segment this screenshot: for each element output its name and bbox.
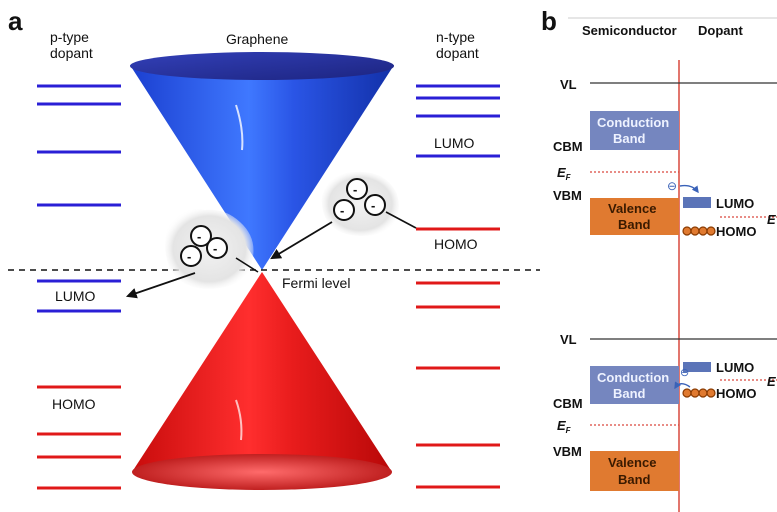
panel-a: a p-type dopant n-type dopant Graphene L… xyxy=(8,6,540,490)
upper-dirac-cone xyxy=(130,52,394,270)
ef-label-sub: F xyxy=(566,426,572,435)
band-diagram-bottom: VL Conduction Band CBM EF VBM Valence Ba… xyxy=(553,332,777,491)
ef-label: EF xyxy=(557,418,572,435)
transfer-arrow xyxy=(674,381,691,390)
p-homo-label: HOMO xyxy=(52,396,96,412)
valence-band-label: Band xyxy=(618,472,651,487)
dopant-homo-label: HOMO xyxy=(716,224,756,239)
dopant-homo-electrons xyxy=(682,226,716,236)
vl-label: VL xyxy=(560,77,577,92)
electron-symbol: ⊖ xyxy=(667,179,677,193)
transfer-arrow xyxy=(679,184,699,194)
electron-symbol: ⊖ xyxy=(680,367,689,379)
arrow-to-lumo xyxy=(125,272,196,299)
conduction-band xyxy=(590,111,679,150)
arrow-to-fermi xyxy=(270,221,333,260)
valence-band xyxy=(590,451,679,491)
p-type-header-line2: dopant xyxy=(50,45,93,61)
n-type-header-line1: n-type xyxy=(436,29,475,45)
ef-label-main: E xyxy=(557,165,566,180)
vbm-label: VBM xyxy=(553,188,582,203)
semiconductor-header: Semiconductor xyxy=(582,23,677,38)
conduction-band-label: Conduction xyxy=(597,370,669,385)
dopant-lumo-label: LUMO xyxy=(716,196,754,211)
connector-line xyxy=(235,257,259,273)
dopant-homo-label: HOMO xyxy=(716,386,756,401)
n-type-header-line2: dopant xyxy=(436,45,479,61)
electron-symbol: - xyxy=(187,249,191,264)
band-diagram-top: VL Conduction Band CBM EF VBM Valence Ba… xyxy=(553,77,777,239)
conduction-band-label: Band xyxy=(613,386,646,401)
n-lumo-label: LUMO xyxy=(434,135,475,151)
electron-symbol: - xyxy=(340,203,344,218)
graphene-label: Graphene xyxy=(226,31,288,47)
ef-right-label: E xyxy=(767,212,776,227)
ef-label-sub: F xyxy=(566,173,572,182)
ef-label: EF xyxy=(557,165,572,182)
vl-label: VL xyxy=(560,332,577,347)
panel-b-letter: b xyxy=(541,6,557,36)
connector-line xyxy=(385,211,417,229)
valence-band xyxy=(590,198,679,235)
n-homo-label: HOMO xyxy=(434,236,478,252)
vbm-label: VBM xyxy=(553,444,582,459)
conduction-band-label: Conduction xyxy=(597,115,669,130)
dopant-lumo-bar xyxy=(683,362,711,372)
electron-symbol: - xyxy=(371,198,375,213)
electron-cluster-left: - - - xyxy=(165,209,254,289)
valence-band-label: Valence xyxy=(608,455,656,470)
n-type-levels xyxy=(416,84,500,489)
electron-symbol: - xyxy=(353,182,357,197)
electron-symbol: - xyxy=(213,241,217,256)
electron-symbol: - xyxy=(197,229,201,244)
dopant-homo-electrons xyxy=(682,388,716,398)
conduction-band xyxy=(590,366,679,404)
cbm-label: CBM xyxy=(553,139,583,154)
cbm-label: CBM xyxy=(553,396,583,411)
ef-label-main: E xyxy=(557,418,566,433)
dopant-lumo-label: LUMO xyxy=(716,360,754,375)
p-type-header-line1: p-type xyxy=(50,29,89,45)
panel-b: b Semiconductor Dopant VL Conduction Ban… xyxy=(541,6,777,512)
p-lumo-label: LUMO xyxy=(55,288,96,304)
conduction-band-label: Band xyxy=(613,131,646,146)
valence-band-label: Band xyxy=(618,217,651,232)
panel-a-letter: a xyxy=(8,6,23,36)
electron-cluster-right: - - - xyxy=(321,171,399,236)
fermi-level-label: Fermi level xyxy=(282,275,350,291)
dopant-header: Dopant xyxy=(698,23,743,38)
dopant-lumo-bar xyxy=(683,197,711,208)
p-type-levels xyxy=(37,84,121,490)
lower-dirac-cone xyxy=(132,272,392,490)
ef-right-label: E xyxy=(767,374,776,389)
valence-band-label: Valence xyxy=(608,201,656,216)
